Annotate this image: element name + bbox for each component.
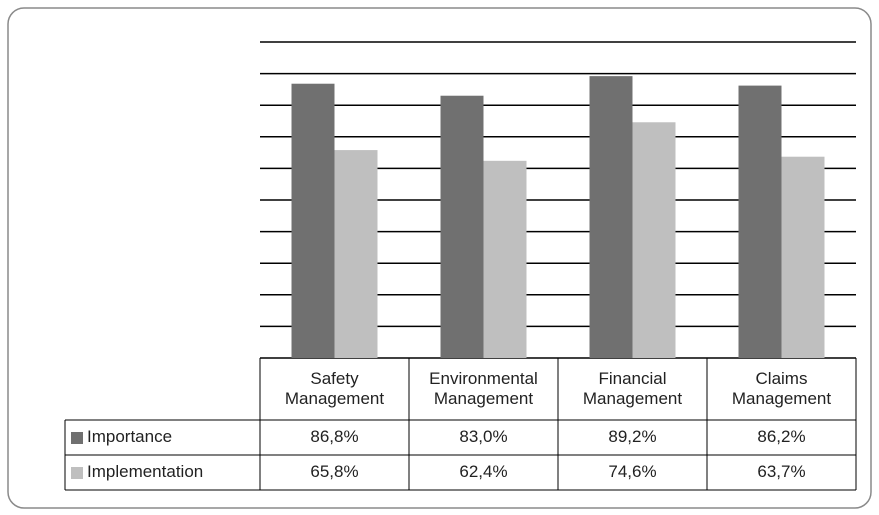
legend-text: Importance [87, 427, 173, 447]
bar [291, 83, 335, 358]
bar [483, 160, 527, 358]
bar [738, 85, 782, 358]
category-label-text: Safety Management [284, 368, 385, 408]
category-label: Financial Management [558, 358, 707, 420]
value-label: 74,6% [558, 455, 707, 490]
legend-swatch [71, 431, 83, 444]
value-label-text: 62,4% [459, 462, 508, 482]
bar [589, 76, 633, 359]
value-label: 86,8% [260, 420, 409, 455]
value-label-text: 83,0% [459, 427, 508, 447]
value-label: 83,0% [409, 420, 558, 455]
value-label-text: 63,7% [757, 462, 806, 482]
legend-text: Implementation [87, 462, 204, 482]
category-label: Environmental Management [409, 358, 558, 420]
value-label-text: 86,8% [310, 427, 359, 447]
category-label-text: Financial Management [582, 368, 683, 408]
value-label: 86,2% [707, 420, 856, 455]
bar [781, 156, 825, 358]
value-label: 89,2% [558, 420, 707, 455]
value-label: 65,8% [260, 455, 409, 490]
category-label-text: Environmental Management [429, 368, 538, 408]
bar [440, 95, 484, 358]
legend-entry: Importance [65, 420, 260, 455]
value-label-text: 74,6% [608, 462, 657, 482]
category-label: Safety Management [260, 358, 409, 420]
legend-entry: Implementation [65, 455, 260, 490]
bar [334, 150, 378, 358]
category-label: Claims Management [707, 358, 856, 420]
category-label-text: Claims Management [731, 368, 832, 408]
value-label-text: 86,2% [757, 427, 806, 447]
value-label: 63,7% [707, 455, 856, 490]
value-label-text: 65,8% [310, 462, 359, 482]
legend-swatch [71, 466, 83, 479]
value-label: 62,4% [409, 455, 558, 490]
value-label-text: 89,2% [608, 427, 657, 447]
bar [632, 122, 676, 358]
